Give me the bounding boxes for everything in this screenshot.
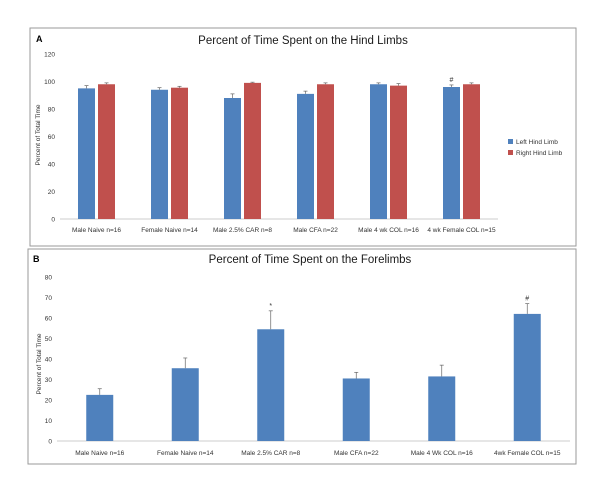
- panel-a-xticks: Male Naive n=16 Female Naive n=14 Male 2.5…: [72, 227, 496, 234]
- panel-b-ylabel: Percent of Total Time: [36, 333, 43, 394]
- bar-right-hind-limb: [171, 87, 188, 219]
- y-tick-label: 70: [45, 295, 53, 302]
- y-tick-label: 10: [45, 418, 53, 425]
- bar-forelimbs: [342, 378, 370, 441]
- x-tick-label: Male CFA n=22: [334, 450, 379, 457]
- panel-a-bars: [78, 82, 480, 219]
- bar-left-hind-limb: [443, 87, 460, 219]
- legend-swatch-left: [508, 139, 513, 144]
- panel-a-letter: A: [36, 34, 43, 44]
- panel-a-yticks: 0 20 40 60 80 100 120: [44, 51, 55, 223]
- panel-b-frame: [27, 248, 577, 465]
- significance-marker: #: [450, 77, 454, 84]
- bar-left-hind-limb: [297, 93, 314, 219]
- panel-a-legend: Left Hind Limb Right Hind Limb: [508, 139, 563, 157]
- panel-b-xticks: Male Naive n=16 Female Naive n=14 Male 2.5…: [75, 450, 561, 457]
- x-tick-label: Male 2.5% CAR n=8: [241, 450, 300, 457]
- y-tick-label: 60: [48, 134, 56, 141]
- bar-right-hind-limb: [390, 85, 407, 219]
- panel-b-title: Percent of Time Spent on the Forelimbs: [209, 254, 412, 266]
- bar-right-hind-limb: [463, 84, 480, 219]
- x-tick-label: Male 2.5% CAR n=8: [213, 227, 272, 234]
- x-tick-label: Female Naive n=14: [157, 450, 214, 457]
- x-tick-label: 4wk Female COL n=15: [494, 450, 561, 457]
- y-tick-label: 80: [45, 274, 53, 281]
- y-tick-label: 40: [45, 356, 53, 363]
- bar-left-hind-limb: [224, 98, 241, 219]
- panel-a-annotations: #: [450, 77, 454, 84]
- y-tick-label: 0: [51, 216, 55, 223]
- bar-forelimbs: [428, 376, 456, 441]
- legend-label-left: Left Hind Limb: [516, 139, 558, 146]
- y-tick-label: 30: [45, 377, 53, 384]
- y-tick-label: 60: [45, 315, 53, 322]
- x-tick-label: Male Naive n=16: [72, 227, 121, 234]
- significance-marker: #: [525, 296, 529, 303]
- panel-b-yticks: 0 10 20 30 40 50 60 70 80: [45, 274, 53, 445]
- x-tick-label: Female Naive n=14: [141, 227, 198, 234]
- y-tick-label: 20: [45, 397, 53, 404]
- y-tick-label: 40: [48, 161, 56, 168]
- y-tick-label: 20: [48, 189, 56, 196]
- bar-forelimbs: [513, 313, 541, 441]
- bar-left-hind-limb: [78, 88, 95, 219]
- bar-forelimbs: [257, 329, 285, 441]
- bar-left-hind-limb: [151, 89, 168, 219]
- x-tick-label: Male 4 Wk COL n=16: [411, 450, 473, 457]
- bar-right-hind-limb: [98, 84, 115, 219]
- panel-a: A Percent of Time Spent on the Hind Limb…: [29, 27, 577, 247]
- significance-marker: *: [269, 303, 272, 310]
- y-tick-label: 50: [45, 336, 53, 343]
- panel-b-error-bars: [97, 303, 530, 395]
- x-tick-label: 4 wk Female COL n=15: [427, 227, 496, 234]
- y-tick-label: 80: [48, 106, 56, 113]
- panel-a-ylabel: Percent of Total Time: [35, 104, 42, 165]
- y-tick-label: 100: [44, 79, 55, 86]
- bar-right-hind-limb: [317, 84, 334, 219]
- bar-left-hind-limb: [370, 84, 387, 219]
- x-tick-label: Male CFA n=22: [293, 227, 338, 234]
- bar-right-hind-limb: [244, 82, 261, 219]
- panel-b-bars: [86, 313, 541, 441]
- panel-a-title: Percent of Time Spent on the Hind Limbs: [198, 35, 408, 47]
- panel-b-letter: B: [33, 254, 40, 264]
- legend-label-right: Right Hind Limb: [516, 150, 563, 157]
- legend-swatch-right: [508, 150, 513, 155]
- panel-b-annotations: *#: [269, 296, 529, 310]
- x-tick-label: Male Naive n=16: [75, 450, 124, 457]
- bar-forelimbs: [171, 368, 199, 441]
- panel-a-error-bars: [84, 81, 474, 98]
- panel-b: B Percent of Time Spent on the Forelimbs…: [27, 248, 577, 465]
- y-tick-label: 120: [44, 51, 55, 58]
- bar-forelimbs: [86, 394, 114, 441]
- x-tick-label: Male 4 wk COL n=16: [358, 227, 419, 234]
- y-tick-label: 0: [48, 438, 52, 445]
